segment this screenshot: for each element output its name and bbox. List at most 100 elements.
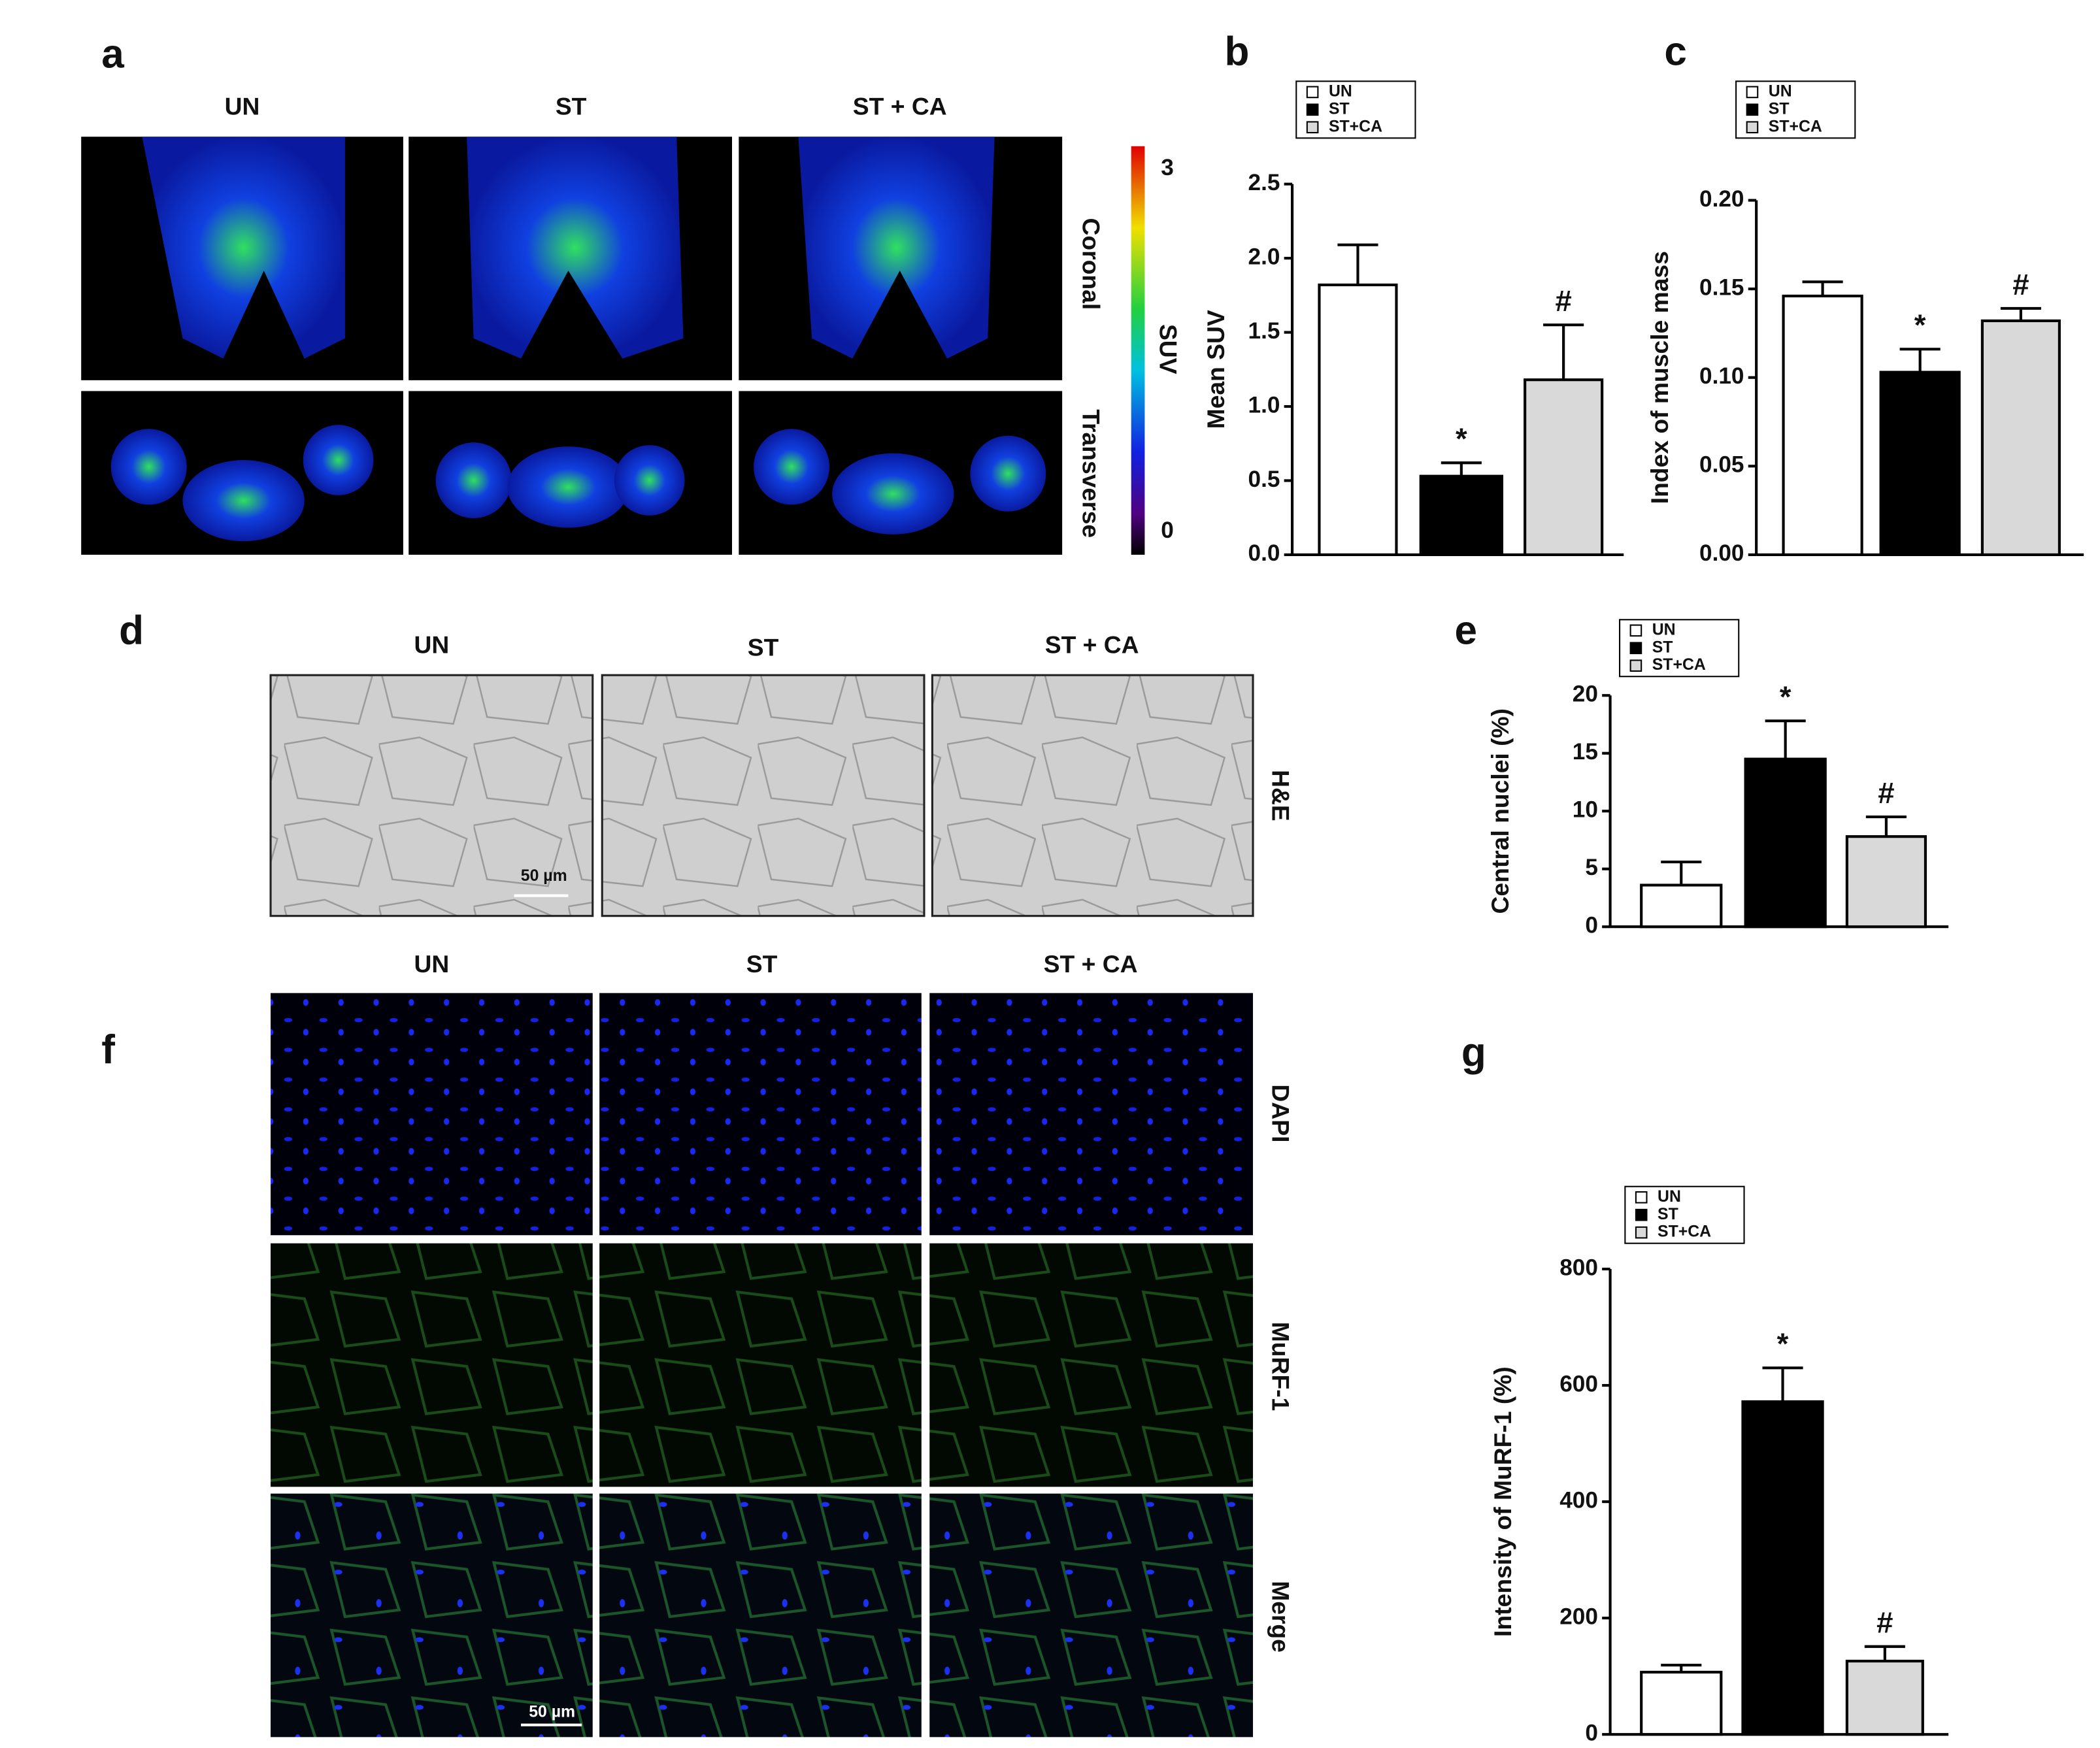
bar — [1524, 378, 1604, 556]
legend-label: ST — [1329, 100, 1350, 118]
legend-swatch — [1306, 103, 1319, 116]
legend-label: ST+CA — [1652, 656, 1706, 674]
significance-mark: * — [1777, 1327, 1789, 1360]
error-bar — [1762, 1366, 1803, 1402]
scale-bar-label: 50 µm — [521, 867, 567, 885]
legend-swatch — [1746, 86, 1759, 99]
panel-letter: f — [101, 1027, 115, 1072]
legend-swatch — [1629, 642, 1642, 655]
legend-swatch — [1306, 86, 1319, 99]
y-tick-label: 0.10 — [1699, 363, 1744, 389]
bar — [1782, 294, 1863, 556]
error-bar — [1441, 461, 1482, 476]
significance-mark: * — [1914, 308, 1926, 342]
legend-label: UN — [1329, 82, 1352, 100]
bar — [1419, 474, 1504, 556]
y-tick-label: 400 — [1559, 1487, 1598, 1513]
row-label: H&E — [1267, 770, 1295, 821]
legend-swatch — [1306, 121, 1319, 134]
y-tick-label: 2.0 — [1248, 244, 1280, 269]
y-tick-label: 5 — [1585, 855, 1598, 880]
column-label: ST + CA — [853, 93, 947, 120]
legend-swatch — [1629, 624, 1642, 637]
panel-letter: c — [1664, 29, 1687, 74]
error-bar — [1661, 1664, 1702, 1672]
y-tick-label: 0 — [1585, 913, 1598, 938]
legend-label: ST+CA — [1658, 1223, 1711, 1241]
scale-bar-label: 50 µm — [529, 1704, 575, 1721]
y-tick-label: 0.20 — [1699, 186, 1744, 212]
y-tick-label: 0.0 — [1248, 540, 1280, 566]
significance-mark: # — [1878, 776, 1894, 810]
y-tick-label: 800 — [1559, 1255, 1598, 1280]
y-tick-label: 0.05 — [1699, 452, 1744, 478]
bar — [1640, 883, 1723, 929]
y-tick-label: 1.0 — [1248, 392, 1280, 418]
panel-letter: a — [101, 31, 124, 76]
legend-swatch — [1635, 1191, 1648, 1204]
y-tick-label: 2.5 — [1248, 170, 1280, 195]
panel-letter: d — [119, 608, 144, 653]
significance-mark: * — [1780, 680, 1792, 714]
legend-label: ST — [1652, 638, 1673, 656]
error-bar — [1543, 323, 1584, 380]
error-bar — [1661, 861, 1702, 885]
bar — [1318, 283, 1398, 556]
column-label: ST — [746, 950, 778, 978]
error-bar — [1865, 816, 1907, 837]
error-bar — [1864, 1645, 1905, 1662]
y-axis-title: Index of muscle mass — [1646, 251, 1673, 504]
colorbar-ticks: 03 — [1161, 155, 1174, 543]
significance-mark: * — [1456, 422, 1467, 455]
y-tick-label: 15 — [1573, 739, 1598, 765]
bar — [1879, 371, 1961, 556]
bar-chart: 0.0 0.5 1.0 1.5 2.0 2.5 Mean SUV UN * ST # ST+CA — [1202, 80, 1624, 566]
bar — [1744, 757, 1827, 929]
panel-letter: e — [1454, 608, 1477, 653]
significance-mark: # — [2012, 268, 2029, 301]
legend-swatch — [1629, 659, 1642, 672]
y-tick-label: 200 — [1559, 1604, 1598, 1629]
legend-label: ST — [1769, 100, 1790, 118]
legend-label: UN — [1658, 1188, 1681, 1206]
significance-mark: # — [1555, 284, 1571, 318]
row-label: DAPI — [1267, 1084, 1295, 1142]
column-label: ST + CA — [1045, 631, 1139, 659]
panel-letter: g — [1461, 1030, 1486, 1075]
y-axis-title: Intensity of MuRF-1 (%) — [1489, 1366, 1516, 1637]
colorbar-tick-label: 3 — [1161, 155, 1174, 180]
row-label: Transverse — [1078, 409, 1105, 538]
y-tick-label: 0.15 — [1699, 274, 1744, 300]
column-label: ST — [748, 634, 779, 661]
legend-label: ST — [1658, 1206, 1678, 1223]
legend-swatch — [1635, 1208, 1648, 1221]
column-label: ST — [556, 93, 587, 120]
column-label: UN — [414, 950, 449, 978]
he-images — [269, 674, 1254, 917]
bar — [1980, 319, 2061, 556]
colorbar-tick-label: 0 — [1161, 518, 1174, 543]
colorbar-label: SUV — [1155, 324, 1182, 374]
column-label: UN — [225, 93, 260, 120]
legend-label: UN — [1769, 82, 1792, 100]
fluorescence-images — [271, 993, 1254, 1738]
bar — [1845, 835, 1927, 929]
bar — [1640, 1670, 1723, 1736]
y-tick-label: 600 — [1559, 1371, 1598, 1396]
column-label: UN — [414, 631, 449, 659]
y-tick-label: 1.5 — [1248, 318, 1280, 344]
y-tick-label: 0.00 — [1699, 540, 1744, 566]
row-label: MuRF-1 — [1267, 1322, 1295, 1411]
error-bar — [1899, 348, 1941, 372]
y-tick-label: 10 — [1573, 797, 1598, 823]
column-label: ST + CA — [1044, 950, 1138, 978]
legend-swatch — [1746, 103, 1759, 116]
panel-letter: b — [1225, 29, 1250, 74]
error-bar — [1802, 280, 1843, 296]
legend-swatch — [1635, 1226, 1648, 1239]
significance-mark: # — [1876, 1606, 1893, 1640]
bar — [1741, 1400, 1824, 1736]
bar-chart: 0 200 400 600 800 Intensity of MuRF-1 (%) UN * S… — [1489, 1185, 1949, 1745]
y-axis-title: Central nuclei (%) — [1486, 708, 1514, 914]
